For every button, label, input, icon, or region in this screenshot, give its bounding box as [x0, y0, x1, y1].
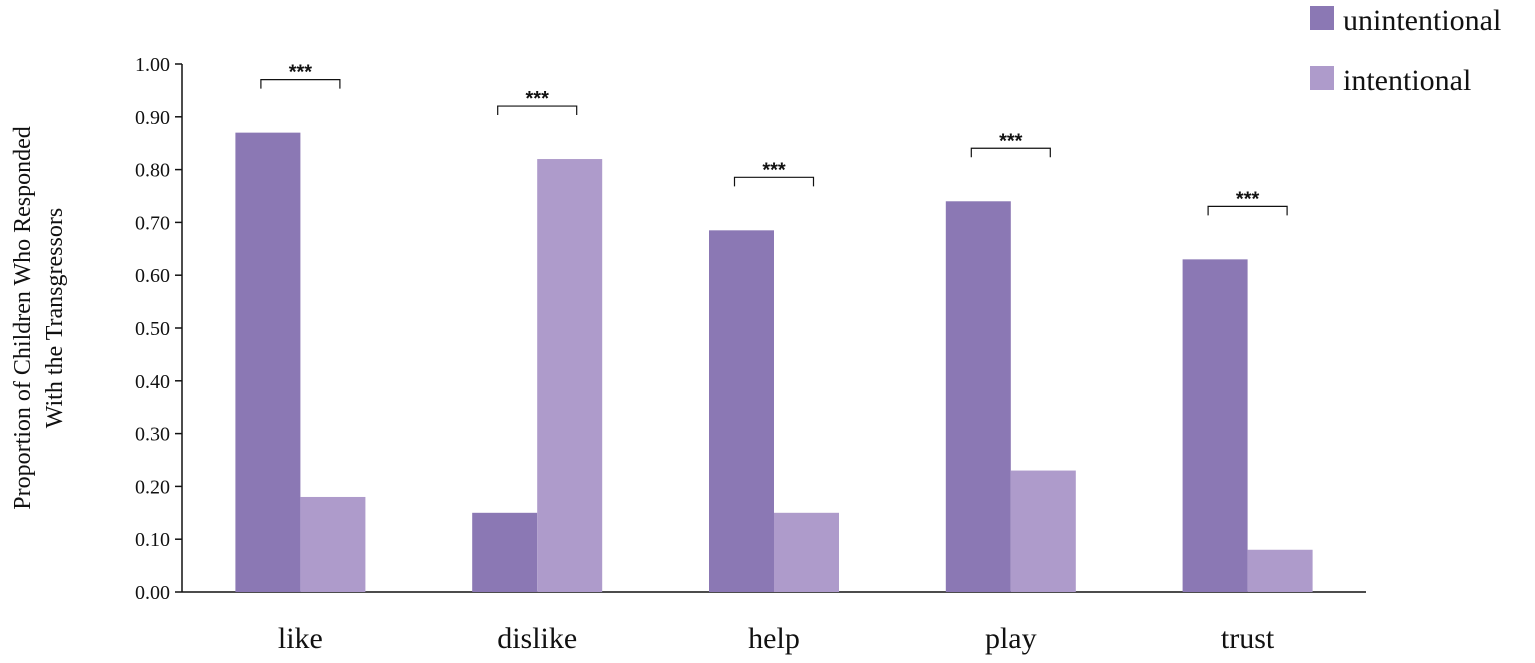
bar-intentional-help — [774, 512, 839, 592]
legend-label: intentional — [1343, 64, 1471, 97]
x-axis: like dislike help play trust — [182, 591, 1366, 655]
significance-label: *** — [289, 62, 313, 84]
significance-label: *** — [762, 159, 786, 181]
y-tick-label: 0.30 — [135, 424, 170, 446]
y-tick-label: 0.20 — [135, 476, 170, 498]
bar-unintentional-dislike — [472, 512, 538, 592]
bar-intentional-like — [300, 496, 366, 592]
significance-bracket — [970, 147, 1051, 158]
legend-swatch-unintentional — [1310, 6, 1334, 30]
significance-bracket — [1207, 205, 1288, 216]
bar-unintentional-like — [235, 132, 301, 592]
x-category-label: dislike — [497, 622, 577, 655]
y-tick-label: 0.00 — [135, 582, 170, 604]
y-tick-label: 0.60 — [135, 265, 170, 287]
significance-label: *** — [526, 88, 550, 110]
x-category-label: help — [748, 622, 800, 655]
y-tick-label: 0.10 — [135, 529, 170, 551]
significance-label: *** — [999, 130, 1023, 152]
bar-intentional-play — [1010, 470, 1076, 592]
bar-intentional-trust — [1247, 549, 1313, 592]
bars — [235, 132, 1313, 593]
y-axis: 0.00 0.10 0.20 0.30 0.40 0.50 0.60 0.70 0.80 0.90… — [135, 54, 183, 604]
x-category-label: like — [278, 622, 323, 655]
y-tick-label: 1.00 — [135, 54, 170, 76]
y-tick-label: 0.70 — [135, 212, 170, 234]
y-tick-label: 0.40 — [135, 371, 170, 393]
x-category-label: play — [985, 622, 1037, 655]
legend-swatch-intentional — [1310, 66, 1334, 90]
y-tick-label: 0.80 — [135, 160, 170, 182]
significance-bracket — [733, 176, 815, 187]
significance-bracket — [497, 105, 578, 116]
significance-brackets: *** *** *** *** *** — [260, 62, 1288, 216]
y-tick-label: 0.50 — [135, 318, 170, 340]
legend: unintentional intentional — [1310, 4, 1501, 97]
significance-bracket — [260, 79, 341, 89]
legend-label: unintentional — [1343, 4, 1501, 37]
y-axis-label-line-1: Proportion of Children Who Responded — [10, 126, 36, 510]
significance-label: *** — [1236, 188, 1260, 210]
y-axis-label-line-2: With the Transgressors — [42, 208, 68, 428]
bar-intentional-dislike — [537, 159, 603, 593]
bar-unintentional-help — [709, 230, 774, 592]
bar-unintentional-trust — [1182, 259, 1248, 592]
y-tick-label: 0.90 — [135, 107, 170, 129]
x-category-label: trust — [1221, 622, 1275, 655]
bar-unintentional-play — [945, 201, 1011, 592]
